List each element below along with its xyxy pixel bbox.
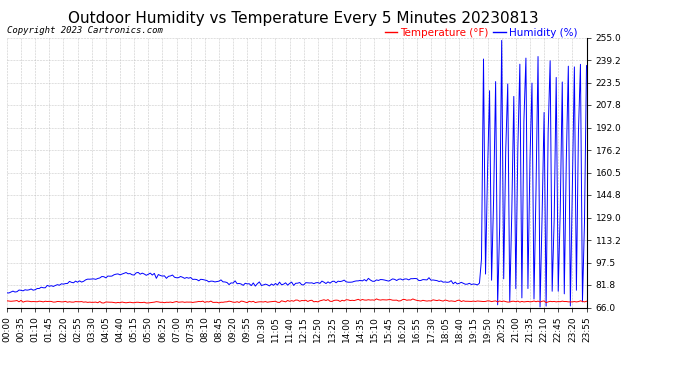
Legend: Temperature (°F), Humidity (%): Temperature (°F), Humidity (%) [381,24,581,42]
Text: Outdoor Humidity vs Temperature Every 5 Minutes 20230813: Outdoor Humidity vs Temperature Every 5 … [68,11,539,26]
Text: Copyright 2023 Cartronics.com: Copyright 2023 Cartronics.com [7,26,163,35]
